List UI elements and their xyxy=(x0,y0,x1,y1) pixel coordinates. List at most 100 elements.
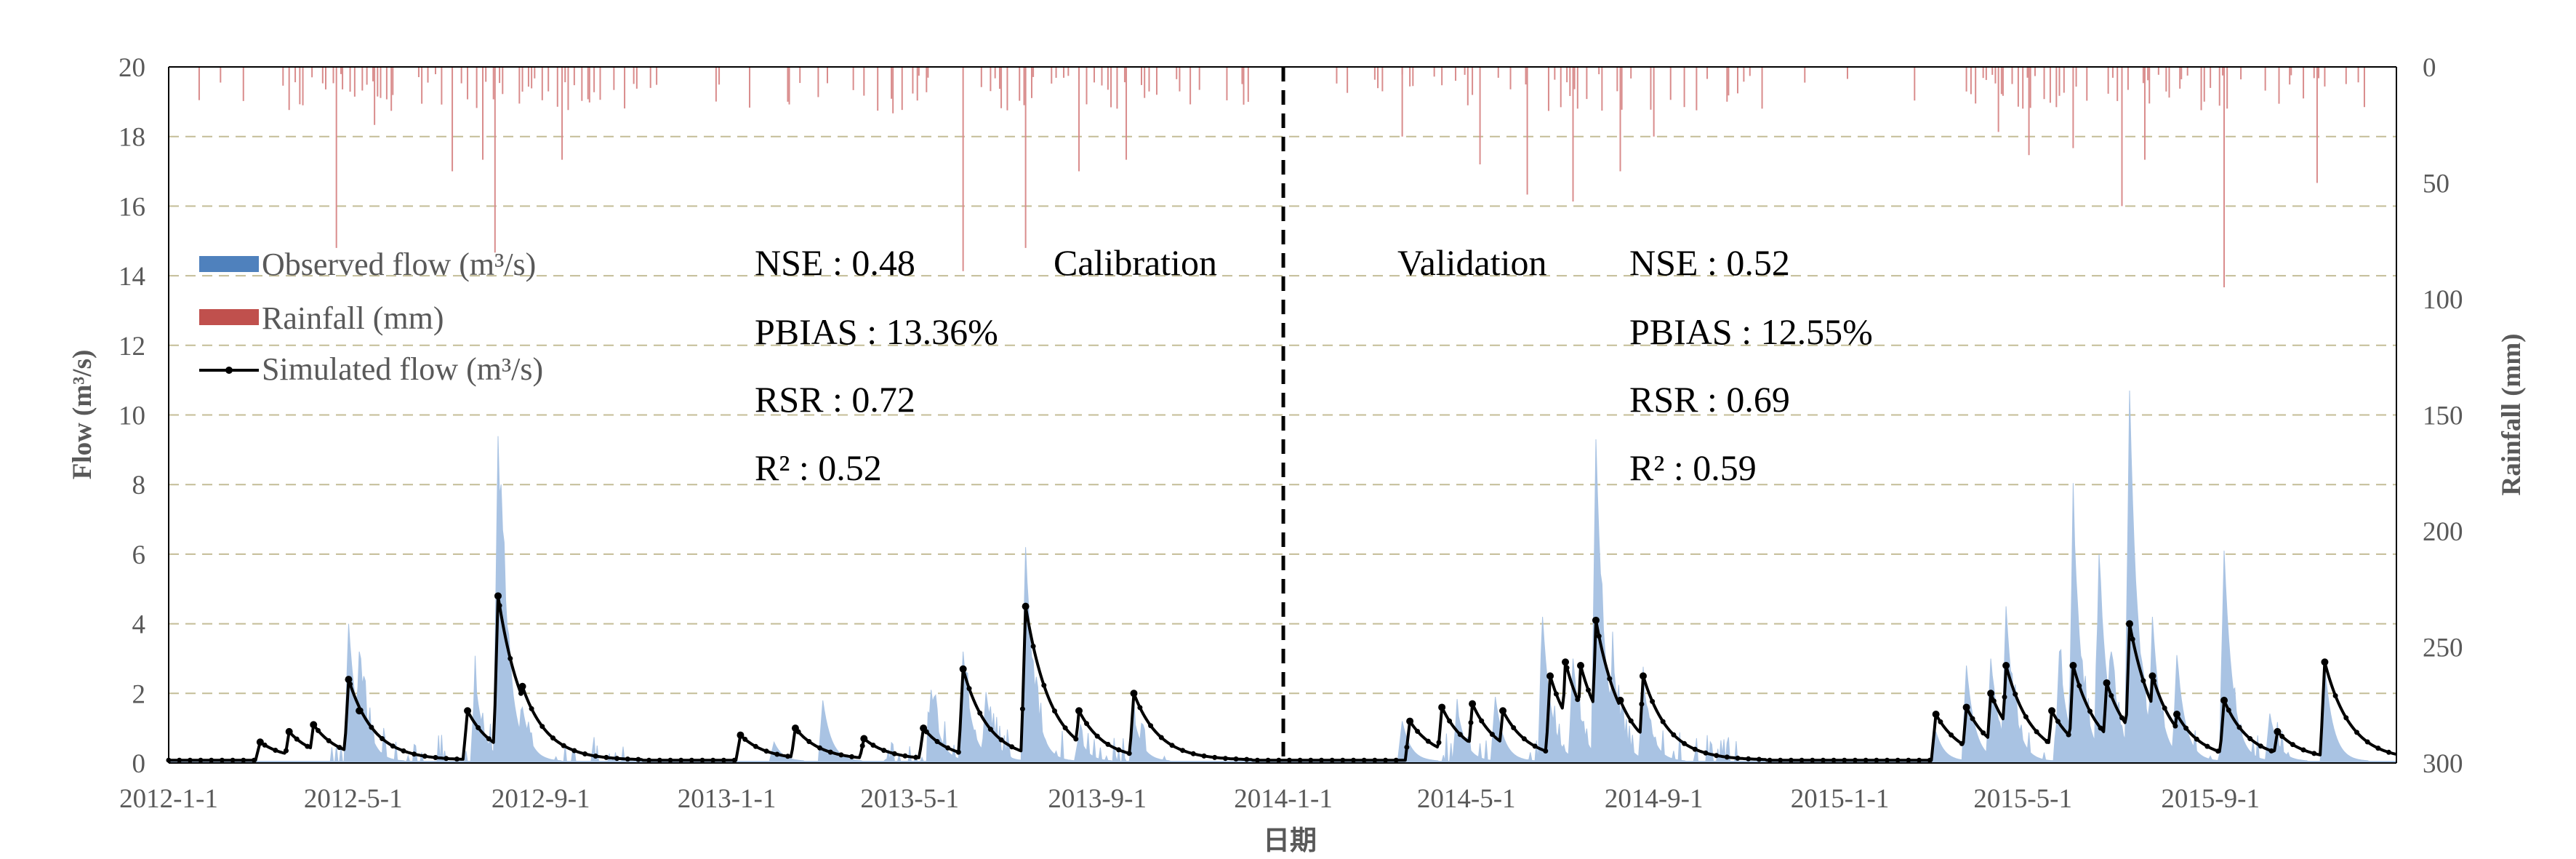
simulated-flow-point xyxy=(1404,744,1410,750)
simulated-flow-point xyxy=(273,748,278,753)
y-axis-title-left: Flow (m³/s) xyxy=(68,350,97,480)
simulated-flow-point xyxy=(1863,757,1869,763)
simulated-flow-point xyxy=(1286,757,1292,763)
legend-label-observed: Observed flow (m³/s) xyxy=(262,247,536,282)
simulated-flow-peak-point xyxy=(2220,696,2228,704)
simulated-flow-point xyxy=(1276,757,1282,763)
simulated-flow-peak-point xyxy=(959,665,967,673)
simulated-flow-point xyxy=(1842,757,1847,763)
x-tick-label: 2013-1-1 xyxy=(678,784,777,814)
simulated-flow-point xyxy=(2098,725,2103,731)
simulated-flow-point xyxy=(1991,698,1997,704)
simulated-flow-peak-point xyxy=(518,682,526,690)
legend-swatch-rainfall xyxy=(199,309,259,325)
simulated-flow-point xyxy=(646,757,652,763)
simulated-flow-point xyxy=(1073,736,1079,742)
simulated-flow-point xyxy=(625,756,630,762)
simulated-flow-point xyxy=(1372,757,1378,763)
simulated-flow-point xyxy=(827,749,833,755)
simulated-flow-peak-point xyxy=(1562,658,1570,666)
simulated-flow-point xyxy=(1532,743,1538,749)
x-tick-label: 2012-9-1 xyxy=(491,784,590,814)
simulated-flow-point xyxy=(1457,732,1463,738)
y-tick-label-right: 150 xyxy=(2423,401,2463,431)
simulated-flow-point xyxy=(412,751,417,757)
simulated-flow-point xyxy=(1158,735,1164,740)
y-tick-label-left: 0 xyxy=(132,749,146,779)
simulated-flow-point xyxy=(2279,733,2285,739)
simulated-flow-point xyxy=(1853,757,1858,763)
simulated-flow-point xyxy=(1810,757,1815,763)
simulated-flow-point xyxy=(1148,723,1154,729)
simulated-flow-point xyxy=(1906,757,1911,763)
y-tick-label-left: 4 xyxy=(132,610,146,640)
simulated-flow-point xyxy=(1543,748,1549,754)
simulated-flow-point xyxy=(1682,740,1688,746)
simulated-flow-point xyxy=(2119,715,2124,721)
simulated-flow-point xyxy=(1479,718,1485,724)
simulated-flow-point xyxy=(657,757,662,763)
simulated-flow-point xyxy=(1244,756,1250,762)
simulated-flow-peak-point xyxy=(1546,672,1554,680)
simulated-flow-point xyxy=(955,749,961,755)
validation-r2: R² : 0.59 xyxy=(1629,447,1757,488)
simulated-flow-point xyxy=(1756,756,1762,762)
simulated-flow-point xyxy=(1564,665,1570,671)
y-tick-label-left: 18 xyxy=(119,123,145,153)
simulated-flow-point xyxy=(1692,746,1698,752)
simulated-flow-point xyxy=(1351,757,1356,763)
simulated-flow-peak-point xyxy=(1469,700,1477,708)
simulated-flow-point xyxy=(1019,706,1025,712)
simulated-flow-point xyxy=(1586,687,1591,693)
simulated-flow-point xyxy=(2183,725,2189,731)
simulated-flow-peak-point xyxy=(1639,672,1647,680)
simulated-flow-point xyxy=(753,743,758,749)
simulated-flow-point xyxy=(806,739,812,744)
simulated-flow-peak-point xyxy=(356,707,364,715)
simulated-flow-point xyxy=(2023,714,2029,719)
simulated-flow-point xyxy=(2226,707,2231,713)
validation-label: Validation xyxy=(1397,242,1547,283)
simulated-flow-point xyxy=(667,757,673,763)
simulated-flow-point xyxy=(817,745,822,751)
simulated-flow-point xyxy=(881,748,887,754)
simulated-flow-point xyxy=(1425,738,1431,744)
y-tick-label-right: 50 xyxy=(2423,169,2449,199)
simulated-flow-peak-point xyxy=(2002,662,2010,670)
simulated-flow-point xyxy=(2386,749,2391,755)
simulated-flow-point xyxy=(1575,697,1581,703)
simulated-flow-point xyxy=(1714,753,1720,759)
simulated-flow-point xyxy=(1981,730,1986,736)
simulated-flow-point xyxy=(1917,757,1922,763)
simulated-flow-peak-point xyxy=(860,735,868,743)
simulated-flow-point xyxy=(380,736,385,741)
simulated-flow-point xyxy=(1361,757,1367,763)
simulated-flow-point xyxy=(902,753,908,759)
y-tick-label-right: 300 xyxy=(2423,749,2463,779)
simulated-flow-point xyxy=(1137,705,1143,711)
simulated-flow-point xyxy=(1180,748,1186,754)
simulated-flow-point xyxy=(1233,756,1239,762)
simulated-flow-point xyxy=(689,757,694,763)
simulated-flow-point xyxy=(2066,732,2071,738)
simulated-flow-point xyxy=(1724,754,1730,760)
y-tick-label-left: 8 xyxy=(132,471,146,500)
simulated-flow-point xyxy=(177,757,182,763)
y-tick-label-left: 6 xyxy=(132,540,146,570)
simulated-flow-point xyxy=(1959,740,1965,746)
simulated-flow-peak-point xyxy=(2321,658,2329,666)
simulated-flow-point xyxy=(1062,725,1068,731)
calibration-pbias: PBIAS : 13.36% xyxy=(755,311,998,352)
simulated-flow-point xyxy=(262,742,268,748)
y-tick-label-right: 0 xyxy=(2423,53,2436,83)
simulated-flow-point xyxy=(497,603,502,608)
legend-label-rainfall: Rainfall (mm) xyxy=(262,300,444,336)
validation-pbias: PBIAS : 12.55% xyxy=(1629,311,1873,352)
simulated-flow-point xyxy=(2087,708,2093,714)
simulated-flow-point xyxy=(2215,748,2221,754)
simulated-flow-point xyxy=(230,757,236,763)
simulated-flow-peak-point xyxy=(2148,672,2156,680)
y-tick-label-left: 14 xyxy=(119,262,145,292)
simulated-flow-point xyxy=(785,754,790,759)
